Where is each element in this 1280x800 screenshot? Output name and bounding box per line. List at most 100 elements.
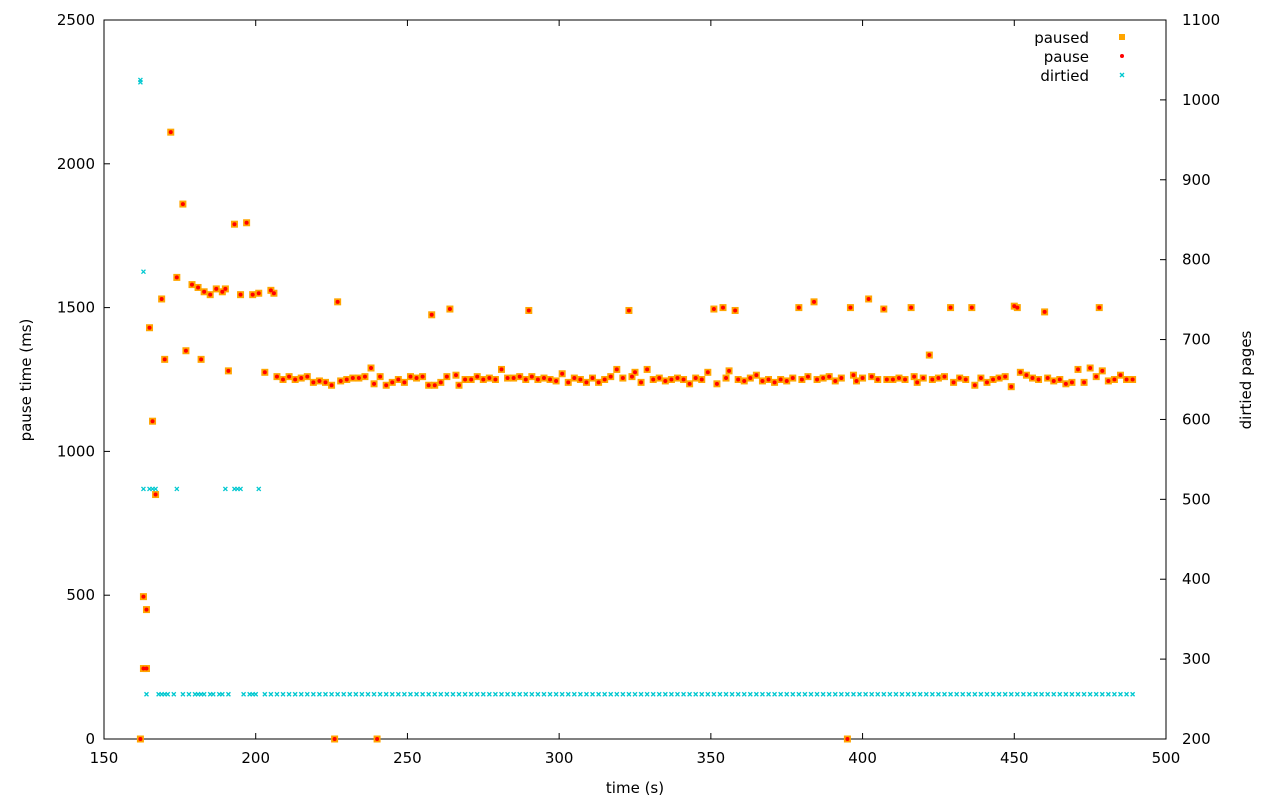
- data-point-pause: [1009, 384, 1014, 389]
- data-point-dirtied: [681, 691, 687, 697]
- legend: paused pause dirtied: [1034, 29, 1125, 85]
- data-point-dirtied: [802, 691, 808, 697]
- data-point-pause: [332, 737, 337, 741]
- data-point-pause: [784, 378, 789, 383]
- y-axis-label: pause time (ms): [17, 319, 35, 442]
- data-point-dirtied: [365, 691, 371, 697]
- data-point-dirtied: [972, 691, 978, 697]
- data-point-pause: [909, 305, 914, 310]
- data-point-dirtied: [863, 691, 869, 697]
- data-point-dirtied: [553, 691, 559, 697]
- data-point-pause: [202, 289, 207, 294]
- data-point-dirtied: [310, 691, 316, 697]
- data-point-pause: [790, 376, 795, 381]
- data-point-pause: [432, 383, 437, 388]
- data-point-pause: [572, 376, 577, 381]
- data-point-pause: [396, 377, 401, 382]
- data-point-dirtied: [632, 691, 638, 697]
- data-point-dirtied: [144, 691, 149, 697]
- data-point-pause: [375, 737, 380, 741]
- data-point-dirtied: [929, 691, 935, 697]
- data-point-pause: [912, 374, 917, 379]
- data-point-pause: [921, 376, 926, 381]
- data-point-dirtied: [210, 691, 216, 697]
- data-point-pause: [1124, 377, 1129, 382]
- data-point-pause: [426, 383, 431, 388]
- data-point-dirtied: [893, 691, 899, 697]
- data-point-pause: [760, 378, 765, 383]
- data-point-pause: [271, 291, 276, 296]
- data-point-pause: [566, 380, 571, 385]
- data-point-dirtied: [1087, 691, 1093, 697]
- data-point-pause: [481, 377, 486, 382]
- data-point-pause: [963, 377, 968, 382]
- data-point-pause: [608, 374, 613, 379]
- data-point-dirtied: [565, 691, 571, 697]
- data-point-pause: [548, 377, 553, 382]
- data-point-pause: [584, 380, 589, 385]
- data-point-pause: [927, 353, 932, 358]
- data-point-pause: [778, 377, 783, 382]
- data-point-pause: [220, 289, 225, 294]
- data-point-dirtied: [1002, 691, 1008, 697]
- data-point-dirtied: [1118, 691, 1123, 697]
- data-point-dirtied: [426, 691, 432, 697]
- y-tick-label: 500: [66, 586, 95, 604]
- data-point-dirtied: [608, 691, 614, 697]
- data-point-dirtied: [590, 691, 595, 697]
- data-point-pause: [199, 357, 204, 362]
- data-point-pause: [748, 376, 753, 381]
- data-point-dirtied: [814, 691, 820, 697]
- data-point-pause: [1097, 305, 1102, 310]
- data-point-dirtied: [790, 691, 796, 697]
- data-point-dirtied: [529, 691, 535, 697]
- data-point-pause: [256, 291, 261, 296]
- data-point-dirtied: [140, 486, 146, 492]
- data-point-dirtied: [1081, 691, 1087, 697]
- data-point-pause: [350, 376, 355, 381]
- data-point-dirtied: [341, 691, 347, 697]
- data-point-dirtied: [675, 691, 680, 697]
- data-point-pause: [839, 376, 844, 381]
- data-point-pause: [821, 376, 826, 381]
- data-point-pause: [851, 373, 856, 378]
- data-point-dirtied: [274, 691, 280, 697]
- data-point-dirtied: [371, 691, 377, 697]
- x-tick-labels: 150 200 250 300 350 400 450 500: [90, 749, 1181, 767]
- data-point-pause: [232, 222, 237, 227]
- data-point-dirtied: [1075, 691, 1081, 697]
- data-point-pause: [714, 381, 719, 386]
- data-point-pause: [250, 292, 255, 297]
- data-point-dirtied: [389, 691, 395, 697]
- data-point-dirtied: [547, 691, 553, 697]
- data-point-pause: [930, 377, 935, 382]
- data-point-pause: [884, 377, 889, 382]
- data-point-dirtied: [486, 691, 492, 697]
- data-point-dirtied: [499, 691, 504, 697]
- data-point-dirtied: [286, 691, 292, 697]
- data-point-dirtied: [935, 691, 941, 697]
- x-tick-label: 500: [1152, 749, 1181, 767]
- data-point-pause: [183, 348, 188, 353]
- data-point-pause: [554, 378, 559, 383]
- data-point-pause: [812, 299, 817, 304]
- data-point-dirtied: [942, 691, 947, 697]
- data-point-dirtied: [241, 691, 247, 697]
- data-point-dirtied: [505, 691, 511, 697]
- data-point-dirtied: [377, 691, 383, 697]
- data-point-pause: [541, 376, 546, 381]
- data-point-dirtied: [905, 691, 911, 697]
- data-point-dirtied: [541, 691, 547, 697]
- legend-swatch-pause: [1120, 54, 1124, 58]
- data-point-dirtied: [1008, 691, 1014, 697]
- data-point-dirtied: [480, 691, 486, 697]
- data-point-dirtied: [881, 691, 887, 697]
- data-point-dirtied: [474, 691, 480, 697]
- data-point-pause: [372, 381, 377, 386]
- data-point-pause: [796, 305, 801, 310]
- data-point-dirtied: [1045, 691, 1051, 697]
- data-point-dirtied: [838, 691, 844, 697]
- data-point-dirtied: [137, 79, 143, 85]
- data-point-dirtied: [820, 691, 826, 697]
